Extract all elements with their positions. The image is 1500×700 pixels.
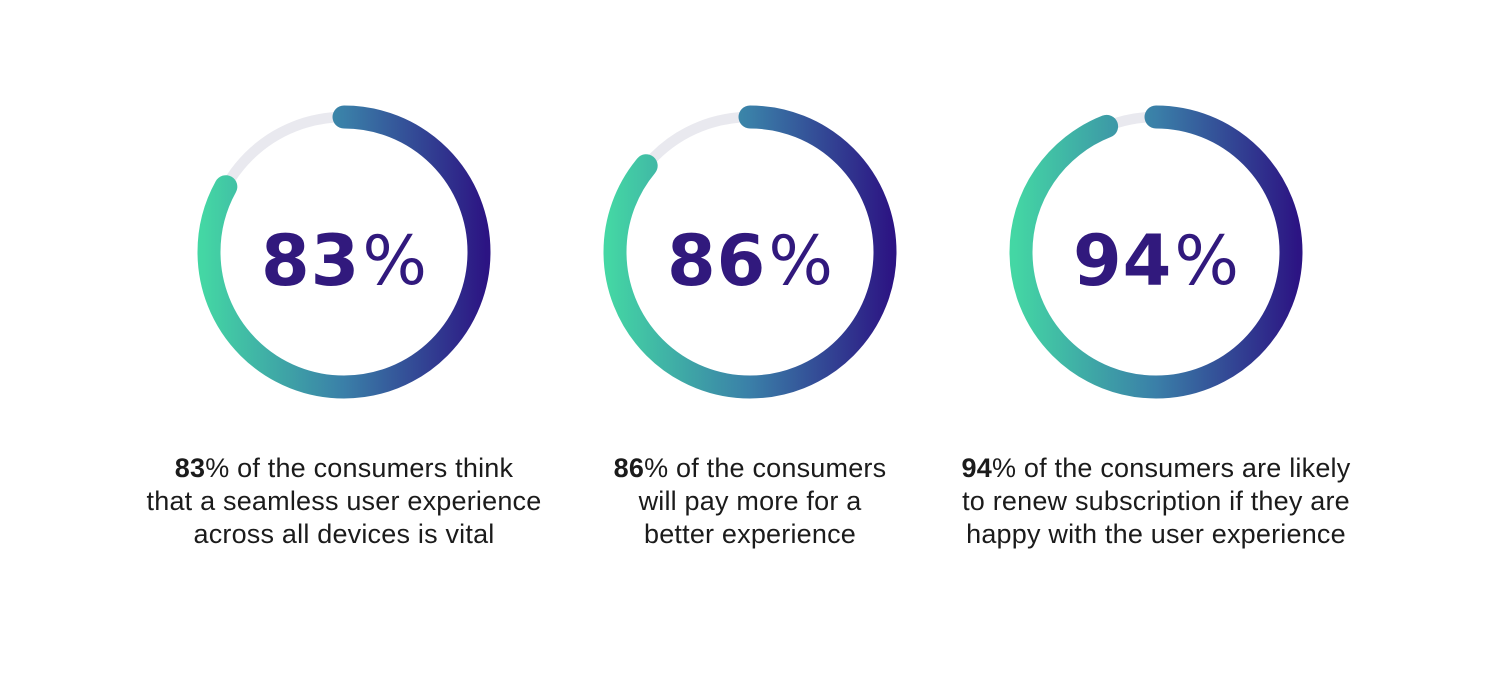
caption-bold-number: 86 — [613, 453, 645, 483]
caption-line-3: across all devices is vital — [193, 519, 495, 549]
caption-bold-number: 83 — [174, 453, 206, 483]
caption-86: 86% of the consumers will pay more for a… — [614, 452, 887, 551]
stat-column-83: 83% 83% of the consumers think that a se… — [141, 102, 547, 551]
caption-line-1-rest: % of the consumers think — [205, 453, 514, 483]
donut-svg — [1009, 105, 1303, 399]
donut-chart-83: 83% — [194, 102, 494, 402]
caption-line-2: to renew subscription if they are — [962, 486, 1350, 516]
caption-line-2: that a seamless user experience — [146, 486, 542, 516]
caption-94: 94% of the consumers are likely to renew… — [962, 452, 1351, 551]
caption-line-1: 86% of the consumers — [614, 452, 887, 485]
donut-chart-94: 94% — [1006, 102, 1306, 402]
caption-line-1: 83% of the consumers think — [147, 452, 542, 485]
donut-chart-86: 86% — [600, 102, 900, 402]
caption-line-3: better experience — [643, 519, 857, 549]
donut-svg — [603, 105, 897, 399]
stat-column-94: 94% 94% of the consumers are likely to r… — [953, 102, 1359, 551]
caption-bold-number: 94 — [961, 453, 992, 483]
donut-arc — [1009, 105, 1303, 399]
caption-line-1-rest: % of the consumers — [644, 453, 887, 483]
donut-svg — [197, 105, 491, 399]
caption-line-1-rest: % of the consumers are likely — [991, 453, 1351, 483]
caption-83: 83% of the consumers think that a seamle… — [147, 452, 542, 551]
donut-arc — [603, 105, 897, 399]
donut-arc — [197, 105, 491, 399]
caption-line-3: happy with the user experience — [966, 519, 1346, 549]
stat-column-86: 86% 86% of the consumers will pay more f… — [547, 102, 953, 551]
caption-line-2: will pay more for a — [638, 486, 862, 516]
caption-line-1: 94% of the consumers are likely — [962, 452, 1351, 485]
